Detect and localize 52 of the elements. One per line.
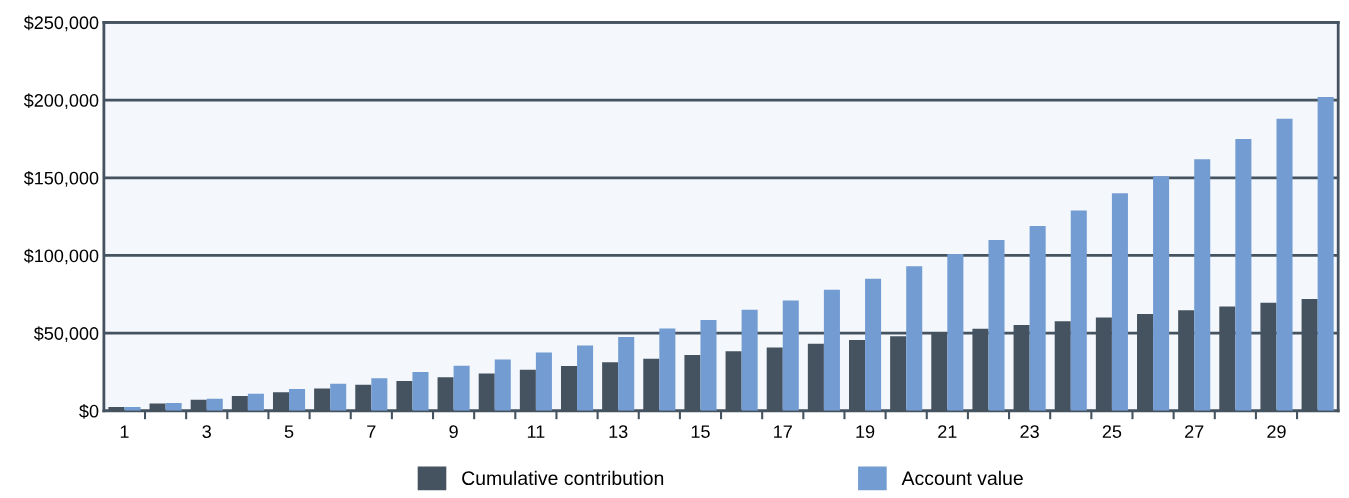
x-tick-label: 29 xyxy=(1267,425,1286,438)
bar xyxy=(1276,118,1293,411)
bar xyxy=(1317,96,1334,411)
bar xyxy=(865,278,882,411)
y-tick-label: $0 xyxy=(79,404,99,419)
x-tick-label: 25 xyxy=(1102,425,1122,438)
y-tick-label: $150,000 xyxy=(23,170,99,187)
y-tick-label: $250,000 xyxy=(23,15,99,32)
bar xyxy=(1153,176,1170,411)
bar xyxy=(453,365,470,411)
bar xyxy=(741,309,758,411)
x-tick-label: 15 xyxy=(691,425,710,438)
bar xyxy=(494,359,511,411)
bar xyxy=(659,328,676,411)
bar xyxy=(206,398,223,411)
x-tick-label: 7 xyxy=(367,425,376,438)
x-tick-label: 5 xyxy=(284,425,294,438)
bar xyxy=(577,345,594,411)
bar xyxy=(247,393,264,411)
bar xyxy=(823,289,840,411)
bar xyxy=(782,300,799,411)
bar xyxy=(947,253,964,411)
bar xyxy=(700,319,717,411)
y-tick-label: $200,000 xyxy=(23,93,99,109)
x-tick-label: 11 xyxy=(527,425,545,438)
bar xyxy=(1070,210,1087,411)
bar xyxy=(535,352,552,411)
bar xyxy=(1235,138,1252,411)
y-tick-label: $50,000 xyxy=(33,326,99,343)
x-tick-label: 27 xyxy=(1185,425,1204,438)
bar xyxy=(1194,159,1211,411)
y-tick-label: $100,000 xyxy=(23,248,99,265)
bar xyxy=(165,403,182,411)
x-tick-label: 23 xyxy=(1020,425,1039,438)
bar xyxy=(1111,193,1128,411)
bar xyxy=(1029,225,1046,411)
bar xyxy=(988,239,1005,411)
x-tick-label: 13 xyxy=(609,425,628,438)
bar xyxy=(371,378,388,411)
bar xyxy=(906,266,923,411)
x-tick-label: 3 xyxy=(202,425,211,438)
bar xyxy=(330,383,347,411)
x-tick-label: 1 xyxy=(120,425,129,438)
x-tick-label: 21 xyxy=(938,425,957,438)
x-tick-label: 9 xyxy=(449,425,458,438)
legend-label: Account value xyxy=(901,470,1023,486)
bar xyxy=(618,337,635,411)
legend-label: Cumulative contribution xyxy=(462,470,664,486)
x-tick-label: 19 xyxy=(856,425,875,438)
bar xyxy=(412,372,429,411)
x-tick-label: 17 xyxy=(774,425,792,438)
bar xyxy=(289,389,306,411)
